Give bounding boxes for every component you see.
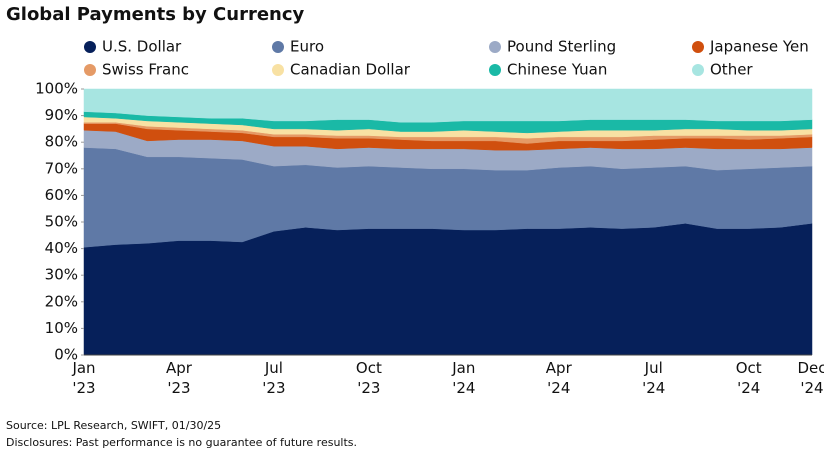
x-tick-label: Apr '24 [545, 359, 572, 397]
y-tick-label: 0% [54, 346, 78, 364]
area [83, 223, 813, 356]
y-tick-label: 10% [45, 319, 78, 337]
legend-label: U.S. Dollar [102, 38, 182, 56]
y-tick-label: 100% [35, 80, 78, 98]
legend-label: Chinese Yuan [507, 61, 607, 79]
legend-marker [272, 64, 284, 76]
legend-label: Euro [290, 38, 324, 56]
legend-label: Other [710, 61, 753, 79]
y-tick-label: 20% [45, 292, 78, 310]
y-tick-label: 40% [45, 239, 78, 257]
x-tick-label: Dec '24 [797, 359, 824, 397]
source: Source: LPL Research, SWIFT, 01/30/25 [6, 419, 222, 432]
area [83, 88, 813, 123]
x-tick-label: Apr '23 [165, 359, 192, 397]
plot [83, 88, 813, 356]
x-tick-label: Jul '24 [642, 359, 666, 397]
legend-label: Canadian Dollar [290, 61, 411, 79]
y-tick-label: 60% [45, 186, 78, 204]
legend-marker [489, 41, 501, 53]
legend-label: Japanese Yen [709, 38, 809, 56]
y-tick-label: 30% [45, 266, 78, 284]
legend-marker [272, 41, 284, 53]
legend-label: Swiss Franc [102, 61, 189, 79]
x-tick-label: Oct '24 [735, 359, 762, 397]
legend-marker [692, 64, 704, 76]
note: Disclosures: Past performance is no guar… [6, 436, 358, 449]
y-tick-label: 70% [45, 159, 78, 177]
legend-label: Pound Sterling [507, 38, 616, 56]
x-tick-label: Jul '23 [262, 359, 286, 397]
legend-marker [84, 64, 96, 76]
y-tick-label: 50% [45, 213, 78, 231]
legend-marker [84, 41, 96, 53]
x-tick-label: Oct '23 [355, 359, 382, 397]
chart-title: Global Payments by Currency [6, 4, 305, 25]
x-tick-label: Jan '24 [452, 359, 476, 397]
y-tick-label: 80% [45, 133, 78, 151]
y-tick-label: 90% [45, 106, 78, 124]
legend-marker [692, 41, 704, 53]
x-tick-label: Jan '23 [72, 359, 96, 397]
legend-marker [489, 64, 501, 76]
